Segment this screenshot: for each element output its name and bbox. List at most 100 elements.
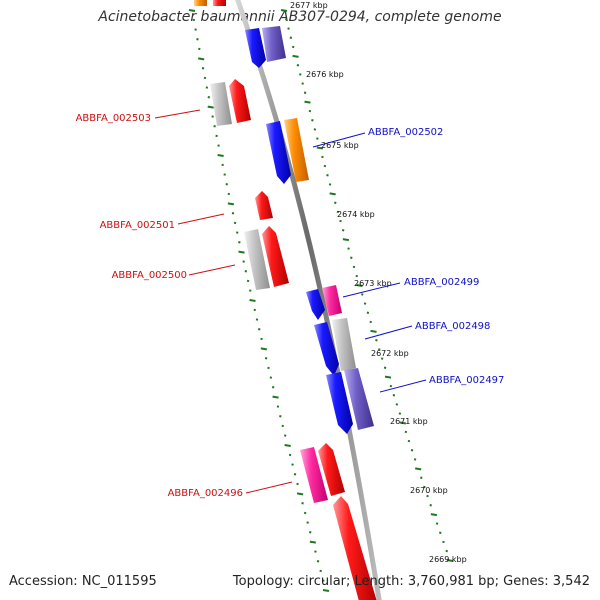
inner-ruler-tick: [198, 47, 201, 51]
inner-ruler-tick: [242, 260, 245, 263]
inner-ruler-tick: [271, 386, 275, 389]
inner-ruler-tick: [203, 76, 207, 80]
inner-ruler-tick: [272, 395, 279, 399]
inner-ruler-tick: [188, 9, 196, 12]
outer-ruler-tick: [370, 329, 377, 333]
inner-ruler-tick: [267, 366, 270, 370]
gene-label-002497[interactable]: ABBFA_002497: [429, 375, 504, 386]
gene-label-002496[interactable]: ABBFA_002496: [168, 488, 243, 499]
inner-ruler-tick: [314, 550, 317, 553]
outer-ruler-tick: [342, 238, 350, 242]
outer-ruler-tick: [445, 549, 448, 553]
outer-ruler-tick: [430, 513, 438, 517]
outer-ruler-tick: [304, 100, 311, 104]
leader-002499: [342, 282, 401, 298]
accession-text: Accession: NC_011595: [9, 574, 157, 589]
outer-ruler-tick: [423, 485, 426, 489]
gene-label-002500[interactable]: ABBFA_002500: [112, 270, 187, 281]
inner-ruler-tick: [198, 57, 205, 61]
outer-ruler-tick: [369, 320, 372, 324]
gene-label-002502[interactable]: ABBFA_002502: [368, 127, 443, 138]
gene-pink-002499: [322, 285, 342, 316]
outer-ruler-tick: [321, 155, 324, 159]
outer-ruler-tick: [378, 348, 381, 351]
outer-ruler-tick: [435, 522, 439, 525]
gene-purple-002497: [344, 368, 374, 430]
inner-ruler-tick: [255, 318, 259, 321]
outer-ruler-tick: [375, 339, 378, 342]
inner-ruler-tick: [269, 376, 273, 379]
inner-ruler-tick: [217, 154, 224, 157]
outer-ruler-tick: [291, 45, 295, 49]
inner-ruler-tick: [293, 473, 297, 476]
outer-ruler-tick: [404, 430, 408, 434]
gene-orange-002502: [284, 118, 309, 182]
gene-blue-002502: [266, 121, 291, 184]
inner-ruler-tick: [322, 589, 330, 592]
gene-red-002503: [229, 79, 251, 123]
inner-ruler-tick: [306, 521, 309, 524]
inner-ruler-tick: [227, 192, 231, 196]
outer-ruler-tick: [316, 146, 324, 150]
ruler-label-2670: 2670 kbp: [410, 486, 448, 495]
ruler-label-2674: 2674 kbp: [337, 210, 375, 219]
outer-ruler-tick: [392, 394, 396, 397]
inner-ruler-tick: [309, 540, 317, 544]
inner-ruler-tick: [309, 531, 312, 534]
outer-ruler-tick: [384, 375, 392, 379]
inner-ruler-tick: [296, 482, 299, 486]
gene-labels: ABBFA_002503 ABBFA_002502 ABBFA_002501 A…: [76, 113, 505, 499]
outer-ruler-tick: [413, 458, 417, 461]
inner-ruler-tick: [281, 424, 284, 428]
ruler-label-2676: 2676 kbp: [306, 70, 344, 79]
outer-ruler-tick: [299, 73, 302, 76]
outer-ruler-tick: [407, 439, 411, 443]
inner-ruler-tick: [215, 134, 218, 138]
leader-002500: [188, 264, 236, 276]
inner-ruler-tick: [194, 28, 197, 31]
inner-ruler-tick: [284, 444, 291, 447]
inner-ruler-tick: [221, 163, 224, 167]
gene-red-002501: [255, 191, 273, 220]
leader-002498: [364, 325, 413, 340]
gene-label-002499[interactable]: ABBFA_002499: [404, 277, 479, 288]
inner-ruler-tick: [264, 357, 268, 360]
inner-ruler-tick: [205, 86, 209, 89]
inner-ruler-tick: [225, 183, 228, 186]
leader-002502: [312, 132, 366, 148]
outer-ruler-tick: [395, 403, 399, 406]
outer-ruler-tick: [326, 174, 329, 177]
outer-ruler-tick: [356, 284, 363, 287]
outer-ruler-tick: [399, 421, 407, 425]
outer-ruler-tick: [289, 36, 293, 39]
gene-red-002496: [318, 443, 345, 496]
inner-ruler-tick: [249, 289, 252, 292]
inner-ruler-tick: [207, 105, 214, 109]
inner-ruler-tick: [276, 405, 280, 408]
gene-label-002498[interactable]: ABBFA_002498: [415, 321, 490, 332]
ruler-label-2671: 2671 kbp: [390, 417, 428, 426]
outer-ruler-tick: [426, 494, 429, 498]
inner-ruler-track: [188, 9, 330, 592]
outer-ruler-tick: [328, 183, 332, 186]
outer-ruler-tick: [366, 311, 370, 314]
inner-ruler-tick: [279, 415, 282, 418]
outer-ruler-tick: [334, 201, 337, 204]
outer-ruler-tick: [313, 128, 317, 131]
inner-ruler-tick: [301, 502, 304, 505]
outer-ruler-tick: [285, 18, 288, 21]
outer-ruler-tick: [355, 274, 358, 278]
gene-grey-002500: [244, 229, 270, 290]
gene-label-002501[interactable]: ABBFA_002501: [100, 220, 175, 231]
leader-002501: [177, 213, 225, 225]
inner-ruler-tick: [316, 560, 320, 563]
gene-label-002503[interactable]: ABBFA_002503: [76, 113, 151, 124]
gene-blue-002498: [314, 322, 339, 376]
ruler-labels: 2677 kbp 2676 kbp 2675 kbp 2674 kbp 2673…: [290, 1, 467, 564]
inner-ruler-tick: [322, 579, 325, 582]
inner-ruler-tick: [227, 202, 235, 206]
outer-ruler-tick: [339, 219, 342, 223]
inner-ruler-tick: [235, 231, 239, 234]
leader-002496: [245, 481, 293, 494]
outer-ruler-tick: [316, 137, 319, 140]
